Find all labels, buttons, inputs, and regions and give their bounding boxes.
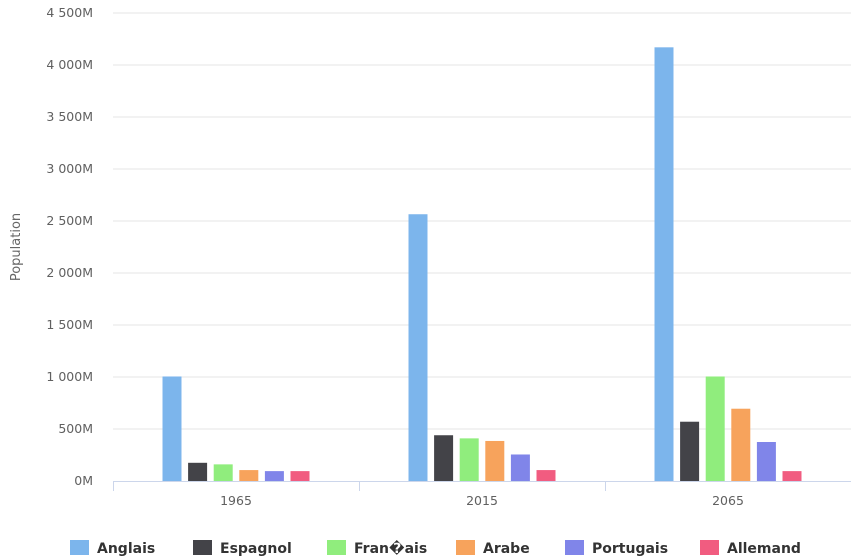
bar-fran-ais-1965[interactable] bbox=[213, 464, 233, 481]
bar-fran-ais-2015[interactable] bbox=[459, 438, 479, 481]
y-tick-label: 1 000M bbox=[46, 369, 93, 384]
x-axis: 1965 2015 2065 bbox=[113, 481, 851, 508]
bar-anglais-2065[interactable] bbox=[654, 47, 674, 481]
legend-label: Allemand bbox=[727, 541, 801, 557]
y-tick-label: 500M bbox=[58, 421, 93, 436]
y-tick-label: 4 500M bbox=[46, 5, 93, 20]
bar-espagnol-2015[interactable] bbox=[434, 435, 454, 481]
legend-label: Portugais bbox=[592, 541, 668, 557]
legend-item[interactable]: Fran�ais bbox=[327, 540, 427, 557]
bar-arabe-2065[interactable] bbox=[731, 408, 751, 481]
y-tick-label: 2 500M bbox=[46, 213, 93, 228]
legend-item[interactable]: Arabe bbox=[456, 540, 530, 557]
legend-swatch bbox=[327, 540, 346, 555]
y-tick-label: 1 500M bbox=[46, 317, 93, 332]
y-axis-tick-labels: 0M 500M 1 000M 1 500M 2 000M 2 500M 3 000M 3 50… bbox=[46, 5, 93, 488]
legend-swatch bbox=[70, 540, 89, 555]
legend-item[interactable]: Allemand bbox=[700, 540, 801, 557]
bars bbox=[162, 47, 802, 482]
legend-item[interactable]: Espagnol bbox=[193, 540, 292, 557]
legend-label: Espagnol bbox=[220, 541, 292, 557]
legend-swatch bbox=[193, 540, 212, 555]
legend-label: Arabe bbox=[483, 541, 530, 557]
bar-allemand-2015[interactable] bbox=[536, 470, 556, 481]
y-tick-label: 3 500M bbox=[46, 109, 93, 124]
legend: Anglais Espagnol Fran�ais Arabe Portugais All… bbox=[70, 540, 801, 557]
bar-anglais-1965[interactable] bbox=[162, 376, 182, 481]
y-tick-label: 4 000M bbox=[46, 57, 93, 72]
legend-label: Fran�ais bbox=[354, 540, 427, 557]
y-tick-label: 0M bbox=[74, 473, 93, 488]
grid-lines bbox=[113, 12, 851, 430]
x-tick-label: 2015 bbox=[466, 493, 498, 508]
bar-arabe-1965[interactable] bbox=[239, 470, 259, 481]
y-tick-label: 2 000M bbox=[46, 265, 93, 280]
bar-arabe-2015[interactable] bbox=[485, 440, 505, 481]
x-tick-label: 1965 bbox=[220, 493, 252, 508]
bar-fran-ais-2065[interactable] bbox=[705, 376, 725, 481]
legend-swatch bbox=[565, 540, 584, 555]
bar-portugais-2065[interactable] bbox=[756, 442, 776, 481]
x-tick-label: 2065 bbox=[712, 493, 744, 508]
bar-allemand-2065[interactable] bbox=[782, 471, 802, 481]
bar-espagnol-2065[interactable] bbox=[680, 421, 700, 481]
legend-label: Anglais bbox=[97, 541, 155, 557]
bar-anglais-2015[interactable] bbox=[408, 214, 428, 482]
bar-portugais-2015[interactable] bbox=[510, 454, 530, 481]
bar-portugais-1965[interactable] bbox=[264, 471, 284, 481]
bar-espagnol-1965[interactable] bbox=[188, 462, 208, 481]
legend-swatch bbox=[456, 540, 475, 555]
legend-item[interactable]: Portugais bbox=[565, 540, 668, 557]
legend-item[interactable]: Anglais bbox=[70, 540, 155, 557]
y-axis-title: Population bbox=[9, 213, 24, 281]
bar-allemand-1965[interactable] bbox=[290, 471, 310, 481]
legend-swatch bbox=[700, 540, 719, 555]
y-tick-label: 3 000M bbox=[46, 161, 93, 176]
